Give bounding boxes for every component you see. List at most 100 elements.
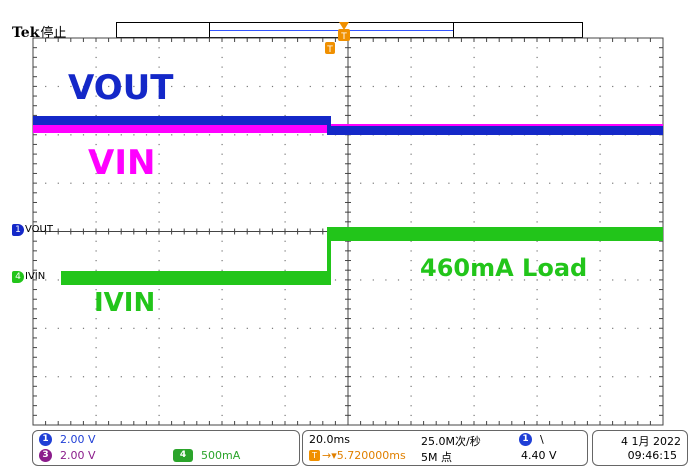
grid-dot xyxy=(486,85,488,88)
grid-dot xyxy=(649,376,652,378)
grid-dot xyxy=(561,327,563,329)
grid-dot xyxy=(599,192,601,194)
grid-dot xyxy=(158,85,160,88)
trigger-source-row[interactable]: 1 \ xyxy=(519,433,544,446)
grid-dot xyxy=(649,182,652,184)
grid-dot xyxy=(221,240,223,242)
grid-dot xyxy=(599,356,601,358)
grid-dot xyxy=(284,172,286,175)
grid-dot xyxy=(612,327,614,329)
grid-dot xyxy=(435,182,437,184)
grid-dot xyxy=(284,250,286,252)
grid-dot xyxy=(423,85,425,88)
grid-dot xyxy=(612,376,614,378)
grid-dot xyxy=(410,105,412,107)
grid-dot xyxy=(208,134,211,136)
grid-dot xyxy=(473,211,475,213)
grid-dot xyxy=(158,172,160,175)
grid-dot xyxy=(221,385,223,387)
grid-dot xyxy=(95,114,97,117)
grid-dot xyxy=(183,134,185,136)
grid-dot xyxy=(612,85,614,88)
grid-dot xyxy=(549,85,551,88)
grid-dot xyxy=(410,47,412,49)
grid-dot xyxy=(473,269,475,271)
grid-dot xyxy=(57,279,59,281)
grid-dot xyxy=(599,47,601,49)
grid-dot xyxy=(95,308,97,310)
grid-dot xyxy=(158,66,160,68)
grid-dot xyxy=(473,56,475,59)
grid-dot xyxy=(108,327,110,329)
grid-dot xyxy=(45,327,47,329)
grid-dot xyxy=(473,172,475,175)
grid-dot xyxy=(309,85,311,88)
grid-dot xyxy=(284,366,286,368)
grid-dot xyxy=(95,201,97,204)
grid-dot xyxy=(360,182,362,184)
channel-1-marker[interactable]: 1 VOUT xyxy=(12,224,53,236)
grid-dot xyxy=(158,269,160,271)
grid-dot xyxy=(171,134,173,136)
grid-dot xyxy=(473,114,475,117)
grid-dot xyxy=(158,163,160,165)
grid-dot xyxy=(284,114,286,117)
grid-dot xyxy=(586,327,589,329)
grid-dot xyxy=(158,95,160,97)
grid-dot xyxy=(599,76,601,78)
grid-dot xyxy=(221,250,223,252)
trigger-position-row[interactable]: T →▾ 5.720000ms xyxy=(309,449,406,462)
grid-dot xyxy=(410,56,412,59)
grid-dot xyxy=(284,143,286,146)
grid-dot xyxy=(637,85,639,88)
grid-dot xyxy=(385,279,387,281)
grid-dot xyxy=(120,327,122,329)
grid-dot xyxy=(95,172,97,175)
grid-dot xyxy=(473,250,475,252)
grid-dot xyxy=(322,327,324,329)
grid-dot xyxy=(284,356,286,358)
grid-dot xyxy=(561,182,563,184)
grid-dot xyxy=(221,105,223,107)
grid-dot xyxy=(360,327,362,329)
timebase-panel[interactable]: 20.0ms 25.0M次/秒 T →▾ 5.720000ms 5M 点 1 \… xyxy=(302,430,588,466)
grid-dot xyxy=(536,56,538,59)
grid-dot xyxy=(246,182,248,184)
grid-dot xyxy=(561,376,563,378)
grid-dot xyxy=(410,289,412,291)
grid-dot xyxy=(423,279,425,281)
channel-1-scale-row[interactable]: 1 2.00 V xyxy=(39,433,96,446)
grid-dot xyxy=(397,182,400,184)
grid-dot xyxy=(360,279,362,281)
grid-dot xyxy=(460,279,463,281)
grid-dot xyxy=(385,376,387,378)
vout-trace-after xyxy=(329,126,663,135)
grid-dot xyxy=(158,318,160,320)
grid-dot xyxy=(599,318,601,320)
channel-3-scale-row[interactable]: 3 2.00 V xyxy=(39,449,96,462)
trigger-position-marker[interactable]: T T xyxy=(325,22,350,55)
grid-dot xyxy=(221,143,223,146)
record-length: 5M 点 xyxy=(421,451,452,464)
channel-4-scale-row[interactable]: 4 500mA xyxy=(173,449,240,462)
grid-dot xyxy=(599,289,601,291)
grid-dot xyxy=(334,376,337,378)
grid-dot xyxy=(158,289,160,291)
grid-dot xyxy=(95,192,97,194)
channel-4-marker[interactable]: 4 IVIN xyxy=(12,271,45,283)
grid-dot xyxy=(599,182,601,184)
grid-dot xyxy=(385,85,387,88)
channel-scale-panel[interactable]: 1 2.00 V 3 2.00 V 4 500mA xyxy=(32,430,300,466)
grid-dot xyxy=(473,240,475,242)
channel-1-badge: 1 xyxy=(12,224,24,236)
grid-dot xyxy=(221,289,223,291)
grid-dot xyxy=(536,385,538,387)
grid-dot xyxy=(271,85,274,88)
grid-dot xyxy=(234,182,236,184)
grid-dot xyxy=(95,153,97,155)
grid-dot xyxy=(221,66,223,68)
grid-dot xyxy=(95,269,97,271)
grid-dot xyxy=(133,376,135,378)
grid-dot xyxy=(486,376,488,378)
